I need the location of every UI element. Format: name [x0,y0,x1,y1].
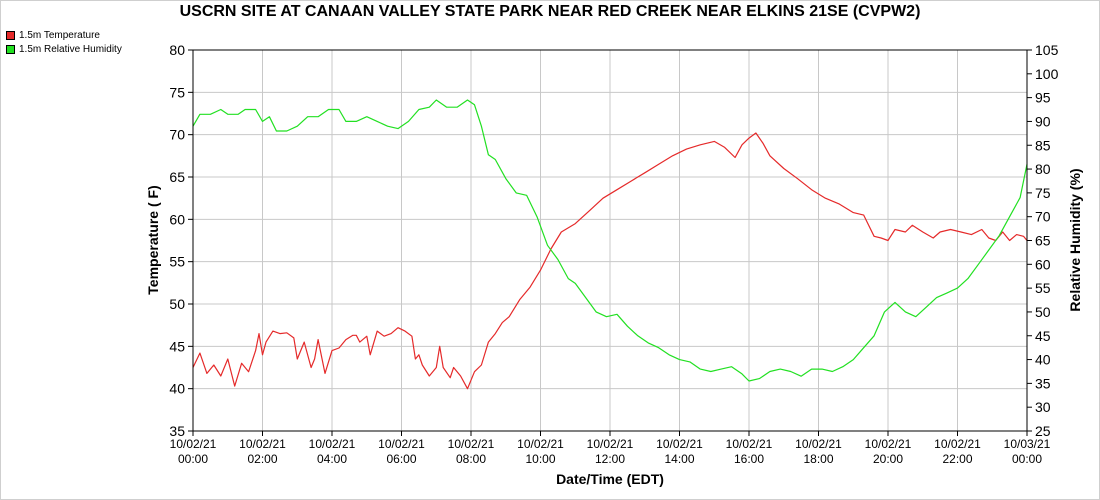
x-tick-label-time: 22:00 [942,452,972,466]
x-tick-label-date: 10/02/21 [587,437,634,451]
y-left-tick-label: 75 [169,84,185,100]
y-right-tick-label: 60 [1035,256,1051,272]
y-right-tick-label: 40 [1035,352,1051,368]
legend-label-humidity: 1.5m Relative Humidity [19,43,122,55]
y-left-tick-label: 55 [169,254,185,270]
legend: 1.5m Temperature 1.5m Relative Humidity [6,28,122,56]
x-tick-label-date: 10/02/21 [170,437,217,451]
legend-swatch-temperature [6,30,15,40]
y-left-tick-label: 65 [169,169,185,185]
x-ticks: 10/02/2100:0010/02/2102:0010/02/2104:001… [170,431,1051,466]
x-tick-label-date: 10/02/21 [726,437,773,451]
legend-item-temperature: 1.5m Temperature [6,28,122,42]
y-left-tick-label: 40 [169,381,185,397]
y-left-ticks: 35 40 45 50 55 60 65 70 75 80 [169,42,193,439]
x-tick-label-time: 20:00 [873,452,903,466]
y-right-tick-label: 80 [1035,161,1051,177]
x-tick-label-time: 06:00 [386,452,416,466]
y-left-axis-label: Temperature ( F) [145,185,161,294]
x-tick-label-date: 10/02/21 [378,437,425,451]
y-right-tick-label: 100 [1035,66,1059,82]
x-tick-label-time: 18:00 [803,452,833,466]
x-tick-label-time: 02:00 [247,452,277,466]
x-tick-label-date: 10/02/21 [934,437,981,451]
x-tick-label-time: 08:00 [456,452,486,466]
y-right-tick-label: 55 [1035,280,1051,296]
x-tick-label-time: 00:00 [1012,452,1042,466]
y-left-tick-label: 50 [169,296,185,312]
chart-title: USCRN SITE AT CANAAN VALLEY STATE PARK N… [179,3,921,20]
y-right-tick-label: 50 [1035,304,1051,320]
y-right-tick-label: 95 [1035,90,1051,106]
x-tick-label-date: 10/03/21 [1004,437,1051,451]
y-right-tick-label: 65 [1035,233,1051,249]
x-tick-label-time: 14:00 [664,452,694,466]
x-tick-label-time: 16:00 [734,452,764,466]
x-axis-label: Date/Time (EDT) [556,471,664,487]
y-left-tick-label: 70 [169,127,185,143]
y-right-tick-label: 25 [1035,423,1051,439]
y-right-tick-label: 105 [1035,42,1059,58]
x-tick-label-time: 04:00 [317,452,347,466]
grid [193,50,1027,431]
y-right-tick-label: 45 [1035,328,1051,344]
series-line-humidity [192,99,1028,382]
y-right-tick-label: 85 [1035,137,1051,153]
x-tick-label-date: 10/02/21 [795,437,842,451]
y-left-tick-label: 45 [169,338,185,354]
y-right-tick-label: 70 [1035,209,1051,225]
x-tick-label-time: 10:00 [525,452,555,466]
x-tick-label-date: 10/02/21 [656,437,703,451]
x-tick-label-date: 10/02/21 [239,437,286,451]
legend-item-humidity: 1.5m Relative Humidity [6,42,122,56]
y-left-tick-label: 80 [169,42,185,58]
y-right-tick-label: 75 [1035,185,1051,201]
legend-label-temperature: 1.5m Temperature [19,29,100,41]
y-right-tick-label: 35 [1035,375,1051,391]
x-tick-label-time: 00:00 [178,452,208,466]
series-lines [192,99,1028,390]
series-line-temperature [192,132,1028,390]
y-left-tick-label: 60 [169,211,185,227]
y-right-axis-label: Relative Humidity (%) [1067,168,1083,311]
y-right-ticks: 25 30 35 40 45 50 55 60 65 70 75 80 85 90 95 100 105 [1027,42,1059,439]
y-right-tick-label: 90 [1035,113,1051,129]
x-tick-label-date: 10/02/21 [865,437,912,451]
x-tick-label-time: 12:00 [595,452,625,466]
y-left-tick-label: 35 [169,423,185,439]
x-tick-label-date: 10/02/21 [448,437,495,451]
y-right-tick-label: 30 [1035,399,1051,415]
x-tick-label-date: 10/02/21 [309,437,356,451]
x-tick-label-date: 10/02/21 [517,437,564,451]
legend-swatch-humidity [6,44,15,54]
